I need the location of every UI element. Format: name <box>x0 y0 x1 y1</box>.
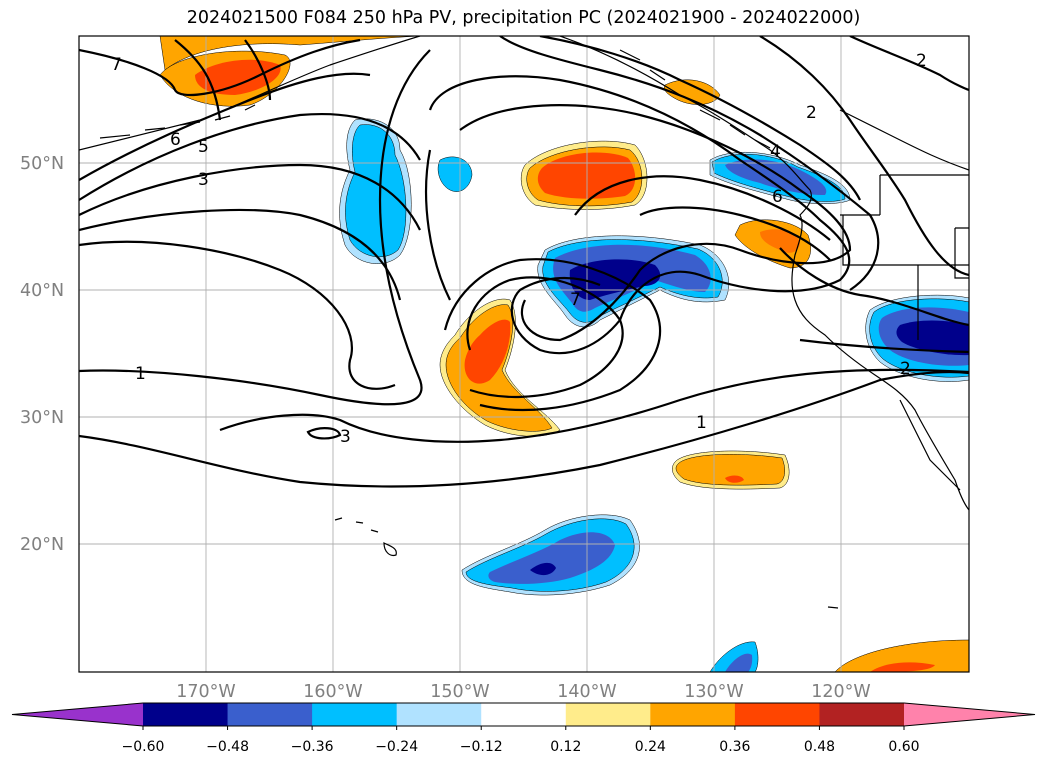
lon-label-160w: 160°W <box>303 682 362 702</box>
colorbar-label: −0.60 <box>122 739 165 755</box>
contour-label: 1 <box>696 413 707 433</box>
pv-contour-labels: 7 6 5 3 1 3 1 7 2 2 4 6 2 <box>111 51 927 447</box>
lat-label-50: 50°N <box>20 154 64 174</box>
colorbar-label: −0.36 <box>291 739 334 755</box>
contour-label: 7 <box>570 290 581 310</box>
contour-label: 1 <box>135 364 146 384</box>
coastlines <box>79 36 969 609</box>
lat-label-30: 30°N <box>20 408 64 428</box>
lon-label-150w: 150°W <box>430 682 489 702</box>
colorbar-label: 0.60 <box>888 739 919 755</box>
lat-label-20: 20°N <box>20 535 64 555</box>
contour-label: 3 <box>198 170 209 190</box>
contour-label: 4 <box>770 142 781 162</box>
colorbar-extend-high <box>904 703 1035 726</box>
lon-label-140w: 140°W <box>557 682 616 702</box>
colorbar-segment <box>819 703 905 726</box>
colorbar-label: −0.12 <box>460 739 503 755</box>
colorbar-label: 0.12 <box>550 739 581 755</box>
colorbar-label: 0.48 <box>804 739 835 755</box>
colorbar-segment <box>312 703 398 726</box>
lon-label-170w: 170°W <box>176 682 235 702</box>
colorbar-segment <box>481 703 567 726</box>
lon-label-120w: 120°W <box>811 682 870 702</box>
colorbar-label: −0.24 <box>375 739 418 755</box>
contour-label: 6 <box>772 187 783 207</box>
contour-label: 5 <box>198 137 209 157</box>
colorbar-segment <box>650 703 736 726</box>
colorbar-segment <box>565 703 651 726</box>
colorbar-segment <box>734 703 820 726</box>
lat-label-40: 40°N <box>20 281 64 301</box>
colorbar: −0.60 −0.48 −0.36 −0.24 −0.12 0.12 0.24 0.36 0.4… <box>11 702 1036 755</box>
precip-shading <box>159 36 969 672</box>
colorbar-label: 0.36 <box>719 739 750 755</box>
contour-label: 2 <box>806 103 817 123</box>
map-border <box>78 35 970 673</box>
contour-label: 6 <box>170 130 181 150</box>
contour-label: 2 <box>900 359 911 379</box>
colorbar-segment <box>227 703 313 726</box>
colorbar-segment <box>396 703 482 726</box>
longitude-labels: 170°W 160°W 150°W 140°W 130°W 120°W <box>176 682 870 702</box>
lon-label-130w: 130°W <box>684 682 743 702</box>
map-frame-content: 7 6 5 3 1 3 1 7 2 2 4 6 2 <box>79 36 969 672</box>
contour-label: 7 <box>111 55 122 75</box>
map-title: 2024021500 F084 250 hPa PV, precipitatio… <box>186 8 861 28</box>
colorbar-label: 0.24 <box>635 739 666 755</box>
contour-label: 2 <box>916 51 927 71</box>
colorbar-extend-low <box>12 703 143 726</box>
colorbar-label: −0.48 <box>206 739 249 755</box>
pv-contours <box>79 36 969 488</box>
colorbar-segment <box>143 703 229 726</box>
latitude-labels: 20°N 30°N 40°N 50°N <box>20 154 64 555</box>
contour-label: 3 <box>340 427 351 447</box>
